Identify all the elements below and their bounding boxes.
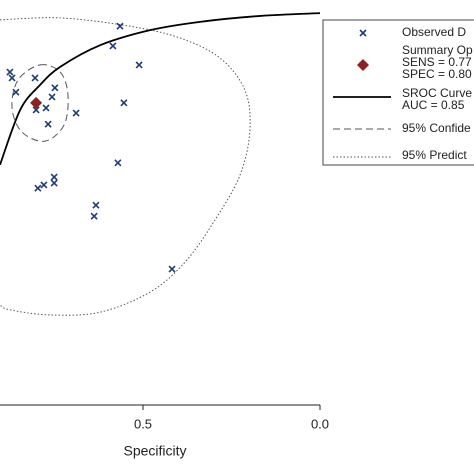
legend-label: SPEC = 0.80: [402, 67, 472, 81]
x-tick-label: 0.5: [134, 416, 152, 431]
observed-point: [92, 201, 100, 209]
x-tick-label: 0.0: [311, 416, 329, 431]
observed-point: [31, 74, 39, 82]
summary-point: [30, 96, 43, 109]
legend-label: 95% Predict: [402, 148, 467, 162]
observed-point: [168, 265, 176, 273]
observed-point: [44, 120, 52, 128]
prediction-region: [0, 17, 251, 316]
observed-point: [109, 42, 117, 50]
observed-point: [8, 74, 16, 82]
observed-point: [135, 61, 143, 69]
observed-point: [50, 173, 58, 181]
legend-label: Summary Op: [402, 43, 473, 57]
observed-point: [48, 93, 56, 101]
observed-point: [42, 104, 50, 112]
confidence-region: [11, 64, 69, 142]
observed-point: [72, 109, 80, 117]
legend-label: SROC Curve: [402, 86, 472, 100]
observed-point: [50, 179, 58, 187]
legend-label: SENS = 0.77: [402, 55, 472, 69]
observed-point: [116, 22, 124, 30]
observed-point: [90, 212, 98, 220]
observed-point: [51, 84, 59, 92]
observed-point: [120, 99, 128, 107]
observed-point: [34, 184, 42, 192]
legend-marker: [359, 29, 367, 37]
legend-marker: [357, 59, 369, 71]
sroc-curve: [0, 12, 321, 166]
observed-point: [6, 68, 14, 76]
observed-point: [12, 88, 20, 96]
legend-label: 95% Confide: [402, 121, 471, 135]
observed-point: [32, 106, 40, 114]
x-axis-label: Specificity: [123, 443, 186, 459]
legend-box: [322, 19, 474, 166]
observed-point: [40, 181, 48, 189]
observed-point: [114, 159, 122, 167]
legend-label: Observed D: [402, 25, 466, 39]
legend-label: AUC = 0.85: [402, 98, 465, 112]
